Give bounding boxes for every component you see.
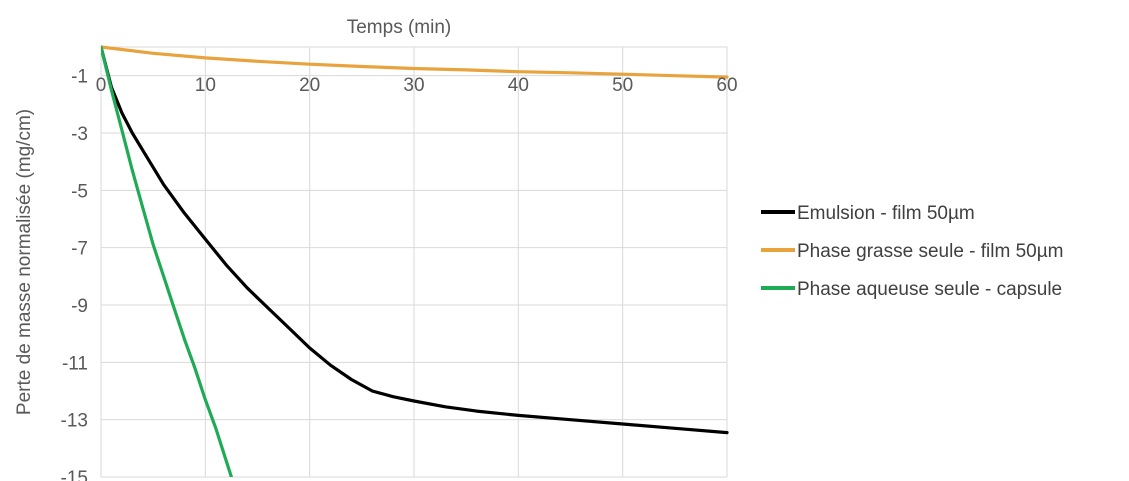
y-tick-label: -7 — [71, 239, 88, 260]
series-line-1 — [101, 45, 729, 435]
x-axis-title: Temps (min) — [347, 17, 452, 38]
y-axis-title: Perte de masse normalisée (mg/cm) — [14, 109, 35, 415]
x-tick-label: 40 — [508, 75, 529, 96]
y-tick-label: -9 — [71, 296, 88, 317]
legend-label: Phase aqueuse seule - capsule — [797, 279, 1062, 300]
series-line-3 — [101, 45, 233, 477]
x-tick-label: 20 — [299, 75, 320, 96]
series-line-2 — [101, 45, 729, 79]
legend-label: Phase grasse seule - film 50µm — [797, 241, 1064, 262]
y-tick-label: -3 — [71, 124, 88, 145]
tick-labels: 0 10 20 30 40 50 60 -1 -3 -5 -7 -9 -11 -13 -15 — [61, 67, 738, 481]
legend: Emulsion - film 50µm Phase grasse seule -… — [761, 203, 1064, 300]
grid — [100, 46, 728, 478]
y-tick-label: -1 — [71, 67, 88, 88]
x-tick-label: 50 — [612, 75, 633, 96]
legend-label: Emulsion - film 50µm — [797, 203, 975, 224]
x-tick-label: 0 — [96, 75, 107, 96]
x-tick-label: 30 — [403, 75, 424, 96]
y-tick-label: -13 — [61, 411, 88, 432]
x-tick-label: 10 — [195, 75, 216, 96]
y-tick-label: -11 — [62, 353, 88, 374]
y-tick-label: -15 — [61, 468, 88, 481]
x-tick-label: 60 — [716, 75, 737, 96]
y-tick-label: -5 — [71, 181, 88, 202]
series-lines — [101, 45, 729, 477]
